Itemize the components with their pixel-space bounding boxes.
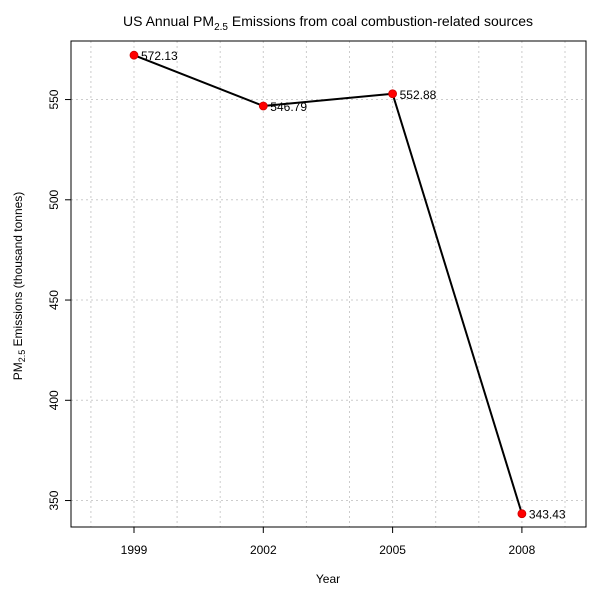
- y-axis-label: PM2.5 Emissions (thousand tonnes): [11, 192, 27, 381]
- data-point: [517, 509, 527, 519]
- y-axis-label-subscript: 2.5: [17, 350, 27, 363]
- y-tick-label: 500: [47, 189, 61, 209]
- x-tick-label: 2002: [250, 543, 277, 557]
- data-label: 572.13: [141, 49, 178, 63]
- grid-layer: [71, 41, 586, 527]
- chart-title-subscript: 2.5: [214, 22, 228, 33]
- data-label: 552.88: [400, 88, 437, 102]
- chart-title-rest: Emissions from coal combustion-related s…: [228, 13, 533, 29]
- data-point: [129, 50, 139, 60]
- chart-title: US Annual PM2.5 Emissions from coal comb…: [123, 13, 533, 33]
- y-axis-label-main: PM: [11, 362, 25, 380]
- plot-border: [70, 40, 587, 528]
- y-tick-label: 550: [47, 89, 61, 109]
- y-tick-label: 400: [47, 390, 61, 410]
- axis-layer: 350 400 450 500 550 1999 2002 2005 2008: [47, 89, 536, 557]
- x-tick-label: 2005: [379, 543, 406, 557]
- data-point: [388, 89, 398, 99]
- x-axis-label: Year: [316, 572, 340, 586]
- y-tick-label: 350: [47, 490, 61, 510]
- data-label: 546.79: [270, 100, 307, 114]
- y-axis-label-rest: Emissions (thousand tonnes): [11, 192, 25, 350]
- series-layer: 572.13 546.79 552.88 343.43: [129, 49, 566, 522]
- x-tick-label: 1999: [121, 543, 148, 557]
- x-tick-label: 2008: [509, 543, 536, 557]
- data-point: [258, 101, 268, 111]
- series-line: [133, 54, 523, 515]
- y-tick-label: 450: [47, 290, 61, 310]
- chart-title-main: US Annual PM: [123, 13, 214, 29]
- data-label: 343.43: [529, 508, 566, 522]
